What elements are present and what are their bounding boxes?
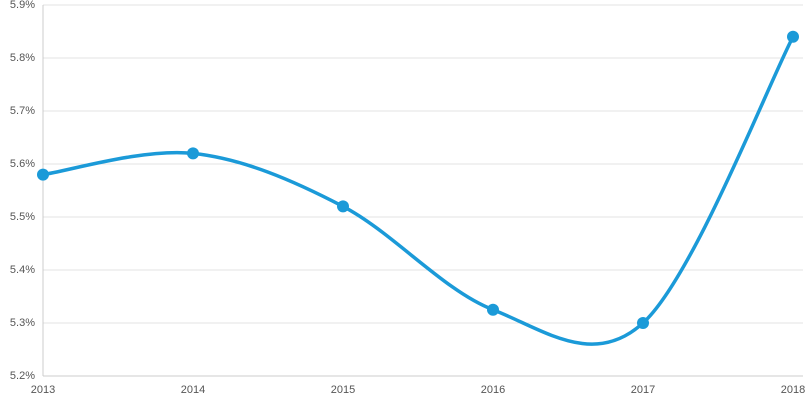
y-tick-label: 5.7% <box>10 105 35 117</box>
point <box>787 30 799 43</box>
x-tick-label: 2013 <box>31 384 55 396</box>
y-tick-label: 5.3% <box>10 317 35 329</box>
point <box>337 200 349 213</box>
point <box>487 303 499 316</box>
y-tick-label: 5.9% <box>10 0 35 11</box>
point <box>37 168 49 181</box>
y-tick-label: 5.8% <box>10 52 35 64</box>
y-tick-label: 5.6% <box>10 158 35 170</box>
y-tick-label: 5.2% <box>10 370 35 382</box>
x-tick-label: 2017 <box>631 384 655 396</box>
point <box>187 147 199 160</box>
line <box>42 35 795 346</box>
y-tick-label: 5.5% <box>10 211 35 223</box>
x-tick-label: 2015 <box>331 384 355 396</box>
x-tick-label: 2016 <box>481 384 505 396</box>
x-tick-label: 2018 <box>781 384 805 396</box>
x-tick-label: 2014 <box>181 384 205 396</box>
y-tick-label: 5.4% <box>10 264 35 276</box>
point <box>637 317 649 329</box>
